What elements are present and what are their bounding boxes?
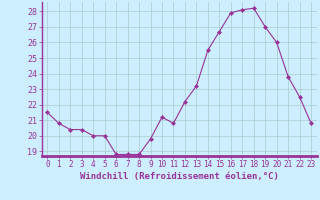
X-axis label: Windchill (Refroidissement éolien,°C): Windchill (Refroidissement éolien,°C) <box>80 172 279 181</box>
